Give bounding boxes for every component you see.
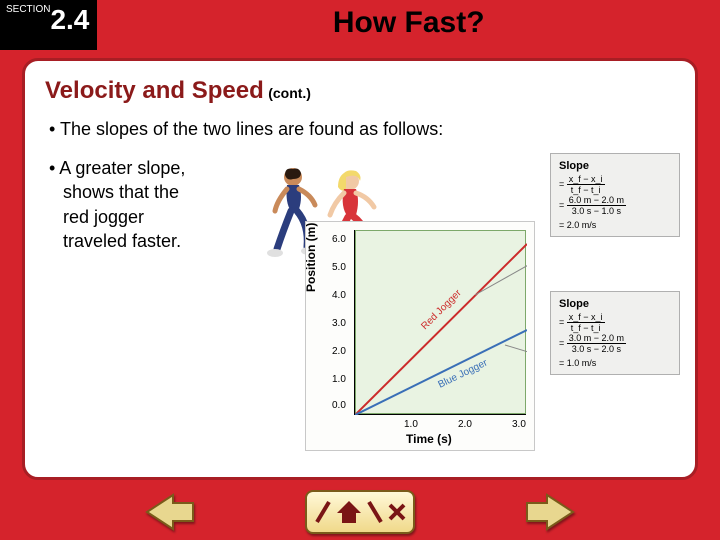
header: SECTION2.4 How Fast? [0,0,720,58]
back-slash-icon [313,500,333,524]
callout-red-eq1: = x_f − x_it_f − t_i [559,174,671,195]
subtitle-row: Velocity and Speed (cont.) [45,77,675,105]
home-button[interactable] [305,490,415,534]
callout-blue-title: Slope [559,298,671,310]
page-title: How Fast? [97,0,720,40]
position-time-chart: Position (m) Time (s) 0.0 1.0 2.0 3.0 4.… [305,221,535,451]
bullet-2: • A greater slope, shows that the red jo… [63,156,203,253]
next-button[interactable] [525,491,577,533]
close-x-icon [387,502,407,522]
section-badge: SECTION2.4 [0,0,97,50]
callout-blue-slope: Slope = x_f − x_it_f − t_i = 3.0 m − 2.0… [550,291,680,375]
label-red-jogger: Red Jogger [419,287,464,332]
xtick: 2.0 [458,419,472,430]
chart-ylabel: Position (m) [304,223,318,292]
callout-red-title: Slope [559,160,671,172]
prev-button[interactable] [143,491,195,533]
subtitle-cont: (cont.) [268,85,311,101]
ytick: 3.0 [332,318,346,329]
plot-area: Red Jogger Blue Jogger [354,230,526,415]
ytick: 5.0 [332,262,346,273]
slide: SECTION2.4 How Fast? Velocity and Speed … [0,0,720,540]
callout-red-eq2: = 6.0 m − 2.0 m3.0 s − 1.0 s [559,195,671,216]
forward-slash-icon [365,500,385,524]
callout-blue-eq1: = x_f − x_it_f − t_i [559,312,671,333]
content-frame: Velocity and Speed (cont.) • The slopes … [22,58,698,480]
figure: Slope = x_f − x_it_f − t_i = 6.0 m − 2.0… [225,161,680,461]
ytick: 0.0 [332,400,346,411]
chart-xlabel: Time (s) [406,432,452,446]
plot-svg: Red Jogger Blue Jogger [355,230,527,415]
callout-red-result: = 2.0 m/s [559,220,671,230]
callout-blue-result: = 1.0 m/s [559,358,671,368]
nav-bar [0,490,720,534]
xtick: 1.0 [404,419,418,430]
ytick: 1.0 [332,374,346,385]
section-label: SECTION [6,4,50,15]
subtitle: Velocity and Speed [45,77,264,104]
callout-blue-eq2: = 3.0 m − 2.0 m3.0 s − 2.0 s [559,333,671,354]
home-icon [335,499,363,525]
xtick: 3.0 [512,419,526,430]
ytick: 4.0 [332,290,346,301]
ytick: 6.0 [332,234,346,245]
line-blue-jogger [355,330,527,415]
section-number: 2.4 [50,4,89,35]
ytick: 2.0 [332,346,346,357]
callout-red-slope: Slope = x_f − x_it_f − t_i = 6.0 m − 2.0… [550,153,680,237]
bullet-1: • The slopes of the two lines are found … [63,119,675,140]
